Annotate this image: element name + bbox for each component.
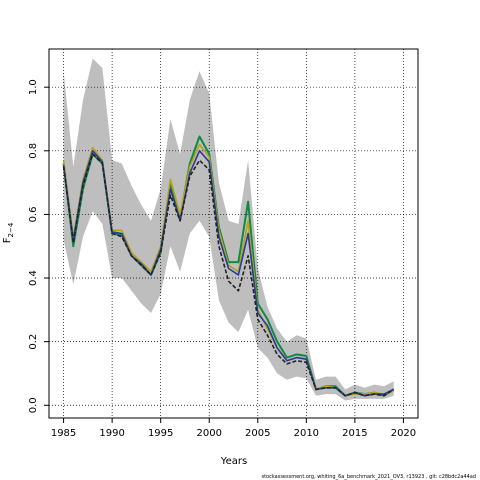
- x-tick-label: 2005: [245, 428, 270, 439]
- y-tick-label: 0.4: [28, 270, 39, 286]
- x-tick-label: 2020: [391, 428, 416, 439]
- confidence-band: [63, 58, 394, 401]
- confidence-band-layer: [63, 58, 394, 401]
- y-axis-title: F2−4: [2, 222, 15, 243]
- series-layer: [62, 135, 395, 397]
- y-axis-title-main: F: [2, 237, 13, 243]
- y-axis-title-subscript: 2−4: [7, 222, 15, 237]
- footer-credit: stockassessment.org, whiting_6a_benchmar…: [261, 474, 476, 480]
- y-tick-label: 0.2: [28, 334, 39, 350]
- plot-frame: [48, 48, 419, 419]
- x-tick-label: 1995: [148, 428, 173, 439]
- axis-layer: 1985 1990 1995 2000 2005 2010 2015 2020 0.0 0.2 0.…: [28, 79, 416, 439]
- x-axis-title: Years: [220, 456, 247, 467]
- x-tick-label: 2000: [196, 428, 221, 439]
- y-tick-label: 0.0: [28, 397, 39, 413]
- y-tick-label: 0.8: [28, 143, 39, 159]
- x-tick-label: 2015: [342, 428, 367, 439]
- series-line-4: [62, 153, 395, 397]
- series-line-1: [62, 135, 395, 397]
- x-tick-label: 1985: [51, 428, 76, 439]
- y-tick-label: 0.6: [28, 206, 39, 222]
- x-tick-label: 1990: [99, 428, 124, 439]
- y-tick-label: 1.0: [28, 79, 39, 95]
- x-tick-label: 2010: [294, 428, 319, 439]
